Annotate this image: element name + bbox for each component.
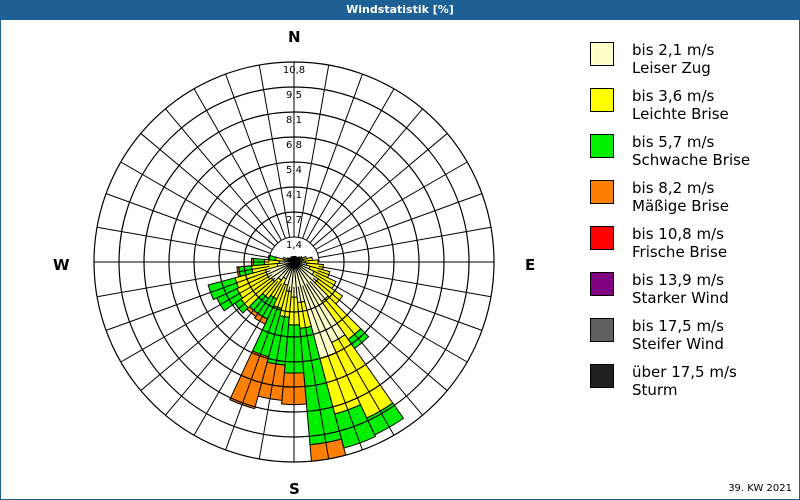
svg-text:8,1: 8,1 bbox=[286, 115, 302, 126]
svg-text:2,7: 2,7 bbox=[286, 215, 302, 226]
legend-range: bis 2,1 m/s bbox=[632, 41, 715, 59]
svg-text:1,4: 1,4 bbox=[286, 240, 302, 251]
legend-swatch bbox=[590, 88, 614, 112]
ring-labels: 1,4 2,7 4,1 5,4 6,8 8,1 9,5 10,8 bbox=[283, 65, 305, 251]
legend-label: Steifer Wind bbox=[632, 335, 724, 353]
sector-segment bbox=[291, 255, 295, 260]
legend-range: bis 3,6 m/s bbox=[632, 87, 715, 105]
legend-swatch bbox=[590, 272, 614, 296]
legend-label: Frische Brise bbox=[632, 243, 728, 261]
legend-label: Starker Wind bbox=[632, 289, 729, 307]
svg-text:6,8: 6,8 bbox=[286, 140, 302, 151]
legend-label: Schwache Brise bbox=[632, 151, 751, 169]
sector-segment bbox=[229, 350, 270, 410]
legend-range: über 17,5 m/s bbox=[632, 363, 737, 381]
legend-swatch bbox=[590, 226, 614, 250]
wind-rose-grid bbox=[93, 61, 495, 463]
svg-text:4,1: 4,1 bbox=[286, 190, 302, 201]
legend-swatch bbox=[590, 134, 614, 158]
compass-north: N bbox=[288, 28, 301, 46]
wind-rose-chart: 1,4 2,7 4,1 5,4 6,8 8,1 9,5 10,8 bbox=[93, 61, 495, 463]
legend-range: bis 10,8 m/s bbox=[632, 225, 724, 243]
sector-segment bbox=[282, 256, 290, 262]
legend-range: bis 17,5 m/s bbox=[632, 317, 724, 335]
legend-swatch bbox=[590, 364, 614, 388]
legend-label: Mäßige Brise bbox=[632, 197, 729, 215]
svg-text:10,8: 10,8 bbox=[283, 65, 305, 76]
svg-text:5,4: 5,4 bbox=[286, 165, 302, 176]
compass-east: E bbox=[525, 256, 536, 274]
svg-text:9,5: 9,5 bbox=[286, 90, 302, 101]
legend-swatch bbox=[590, 318, 614, 342]
sector-segment bbox=[267, 254, 277, 261]
calendar-week-label: 39. KW 2021 bbox=[728, 483, 792, 494]
legend-swatch bbox=[590, 180, 614, 204]
compass-south: S bbox=[289, 480, 300, 498]
legend-label: Leichte Brise bbox=[632, 105, 729, 123]
compass-west: W bbox=[53, 256, 70, 274]
legend-label: Leiser Zug bbox=[632, 59, 711, 77]
window-title: Windstatistik [%] bbox=[0, 0, 800, 20]
legend-range: bis 5,7 m/s bbox=[632, 133, 715, 151]
legend-label: Sturm bbox=[632, 381, 678, 399]
legend-range: bis 13,9 m/s bbox=[632, 271, 724, 289]
legend-range: bis 8,2 m/s bbox=[632, 179, 715, 197]
legend-swatch bbox=[590, 42, 614, 66]
